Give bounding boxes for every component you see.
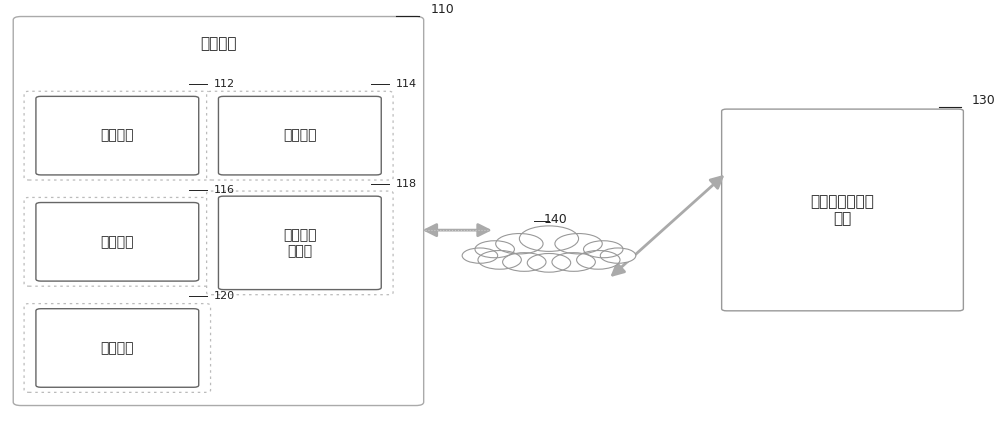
Circle shape	[552, 253, 595, 271]
Text: 图像数据管理服
务器: 图像数据管理服 务器	[811, 194, 874, 226]
FancyBboxPatch shape	[13, 17, 424, 405]
Text: 注意力机
制模块: 注意力机 制模块	[283, 228, 317, 258]
Circle shape	[519, 226, 579, 251]
FancyBboxPatch shape	[218, 97, 381, 175]
Circle shape	[496, 233, 543, 254]
Text: 116: 116	[214, 185, 235, 195]
FancyBboxPatch shape	[207, 191, 393, 295]
Text: 计算设备: 计算设备	[200, 36, 237, 51]
FancyBboxPatch shape	[36, 97, 199, 175]
Circle shape	[478, 251, 521, 269]
Text: 114: 114	[396, 79, 417, 89]
FancyBboxPatch shape	[24, 197, 211, 286]
FancyBboxPatch shape	[207, 91, 393, 180]
Text: 获取模块: 获取模块	[101, 129, 134, 143]
Text: 130: 130	[971, 94, 995, 107]
Text: 118: 118	[396, 179, 417, 189]
Text: 输出模块: 输出模块	[101, 341, 134, 355]
Circle shape	[503, 253, 546, 271]
FancyBboxPatch shape	[24, 304, 211, 393]
Circle shape	[577, 251, 620, 269]
Text: 120: 120	[214, 291, 235, 302]
Circle shape	[584, 241, 623, 258]
Text: 112: 112	[214, 79, 235, 89]
FancyBboxPatch shape	[24, 91, 211, 180]
FancyBboxPatch shape	[36, 309, 199, 387]
Text: 提取模块: 提取模块	[283, 129, 317, 143]
FancyBboxPatch shape	[722, 109, 963, 311]
Circle shape	[475, 241, 514, 258]
Text: 变换模块: 变换模块	[101, 235, 134, 249]
Circle shape	[600, 248, 636, 263]
Text: 110: 110	[431, 3, 454, 16]
FancyBboxPatch shape	[36, 202, 199, 281]
Circle shape	[527, 254, 571, 272]
Circle shape	[555, 233, 602, 254]
Circle shape	[462, 248, 498, 263]
Text: 140: 140	[544, 213, 568, 226]
FancyBboxPatch shape	[218, 196, 381, 290]
